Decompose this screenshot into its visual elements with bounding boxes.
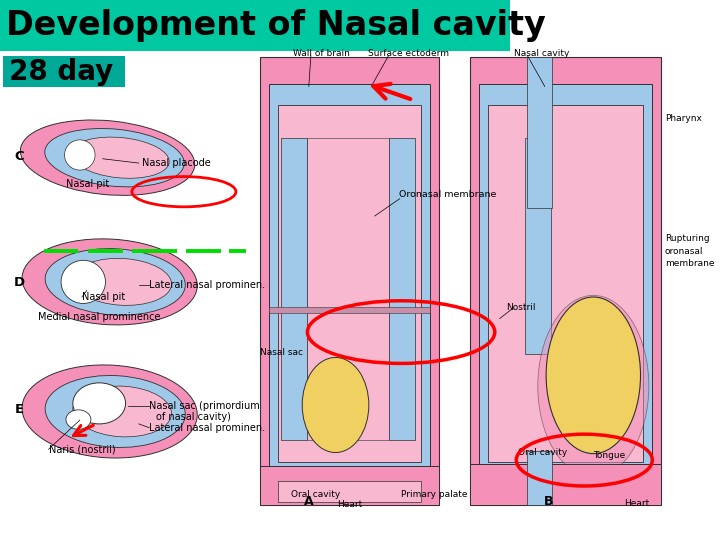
Ellipse shape	[22, 365, 197, 458]
Bar	[525, 138, 551, 354]
Text: Rupturing: Rupturing	[665, 234, 709, 243]
Bar	[389, 138, 415, 440]
Ellipse shape	[66, 410, 91, 429]
Text: Heart: Heart	[624, 499, 649, 508]
Text: of nasal cavity): of nasal cavity)	[156, 412, 231, 422]
Text: D: D	[14, 276, 25, 289]
Ellipse shape	[20, 120, 194, 195]
Ellipse shape	[73, 259, 171, 305]
Ellipse shape	[538, 295, 649, 477]
Text: Pharynx: Pharynx	[665, 114, 702, 123]
Ellipse shape	[73, 386, 171, 437]
Text: Nasal cavity: Nasal cavity	[513, 50, 569, 58]
Bar	[0, 0, 510, 51]
Bar	[470, 57, 661, 505]
Bar	[278, 105, 421, 462]
Ellipse shape	[61, 260, 105, 303]
Text: Nasal placode: Nasal placode	[143, 158, 211, 168]
Bar	[527, 57, 552, 208]
Text: E: E	[15, 403, 24, 416]
Bar	[470, 464, 661, 505]
Ellipse shape	[45, 375, 185, 448]
Text: 28 day: 28 day	[9, 58, 113, 86]
Ellipse shape	[71, 137, 169, 178]
Text: Nasal sac (primordium: Nasal sac (primordium	[149, 401, 260, 411]
Bar	[281, 138, 307, 440]
Text: Nostril: Nostril	[507, 303, 536, 312]
Text: Lateral nasal prominen.: Lateral nasal prominen.	[149, 423, 266, 433]
Bar	[260, 466, 438, 505]
Text: Naris (nostril): Naris (nostril)	[48, 444, 115, 454]
Text: Oral cavity: Oral cavity	[292, 490, 341, 498]
Bar	[269, 307, 430, 313]
Text: oronasal: oronasal	[665, 247, 703, 255]
Ellipse shape	[22, 239, 197, 325]
Text: B: B	[544, 495, 553, 508]
Text: Nasal pit: Nasal pit	[82, 292, 125, 302]
Bar	[269, 84, 431, 483]
Ellipse shape	[302, 357, 369, 453]
Ellipse shape	[73, 383, 125, 424]
Text: Tongue: Tongue	[593, 451, 626, 460]
Text: Primary palate: Primary palate	[401, 490, 467, 498]
Text: Medial nasal prominence: Medial nasal prominence	[38, 312, 161, 322]
Ellipse shape	[45, 248, 185, 315]
Bar	[479, 84, 652, 483]
Text: Wall of brain: Wall of brain	[293, 50, 350, 58]
Ellipse shape	[546, 297, 641, 454]
Text: Oral cavity: Oral cavity	[518, 448, 567, 457]
Bar	[527, 451, 552, 505]
Text: Nasal sac: Nasal sac	[260, 348, 303, 356]
Text: A: A	[304, 495, 314, 508]
Text: Development of Nasal cavity: Development of Nasal cavity	[6, 9, 545, 42]
Bar	[260, 57, 438, 505]
Text: C: C	[14, 150, 24, 163]
Text: Lateral nasal prominen.: Lateral nasal prominen.	[149, 280, 266, 290]
Ellipse shape	[65, 140, 95, 170]
Text: Surface ectoderm: Surface ectoderm	[368, 50, 449, 58]
Text: Nasal pit: Nasal pit	[66, 179, 109, 188]
Text: Oronasal membrane: Oronasal membrane	[399, 190, 496, 199]
Bar	[278, 481, 421, 502]
Bar	[307, 138, 389, 440]
Text: membrane: membrane	[665, 259, 714, 268]
Text: Heart: Heart	[337, 501, 362, 509]
Ellipse shape	[45, 129, 184, 187]
Bar	[488, 105, 643, 462]
Bar	[4, 56, 125, 87]
